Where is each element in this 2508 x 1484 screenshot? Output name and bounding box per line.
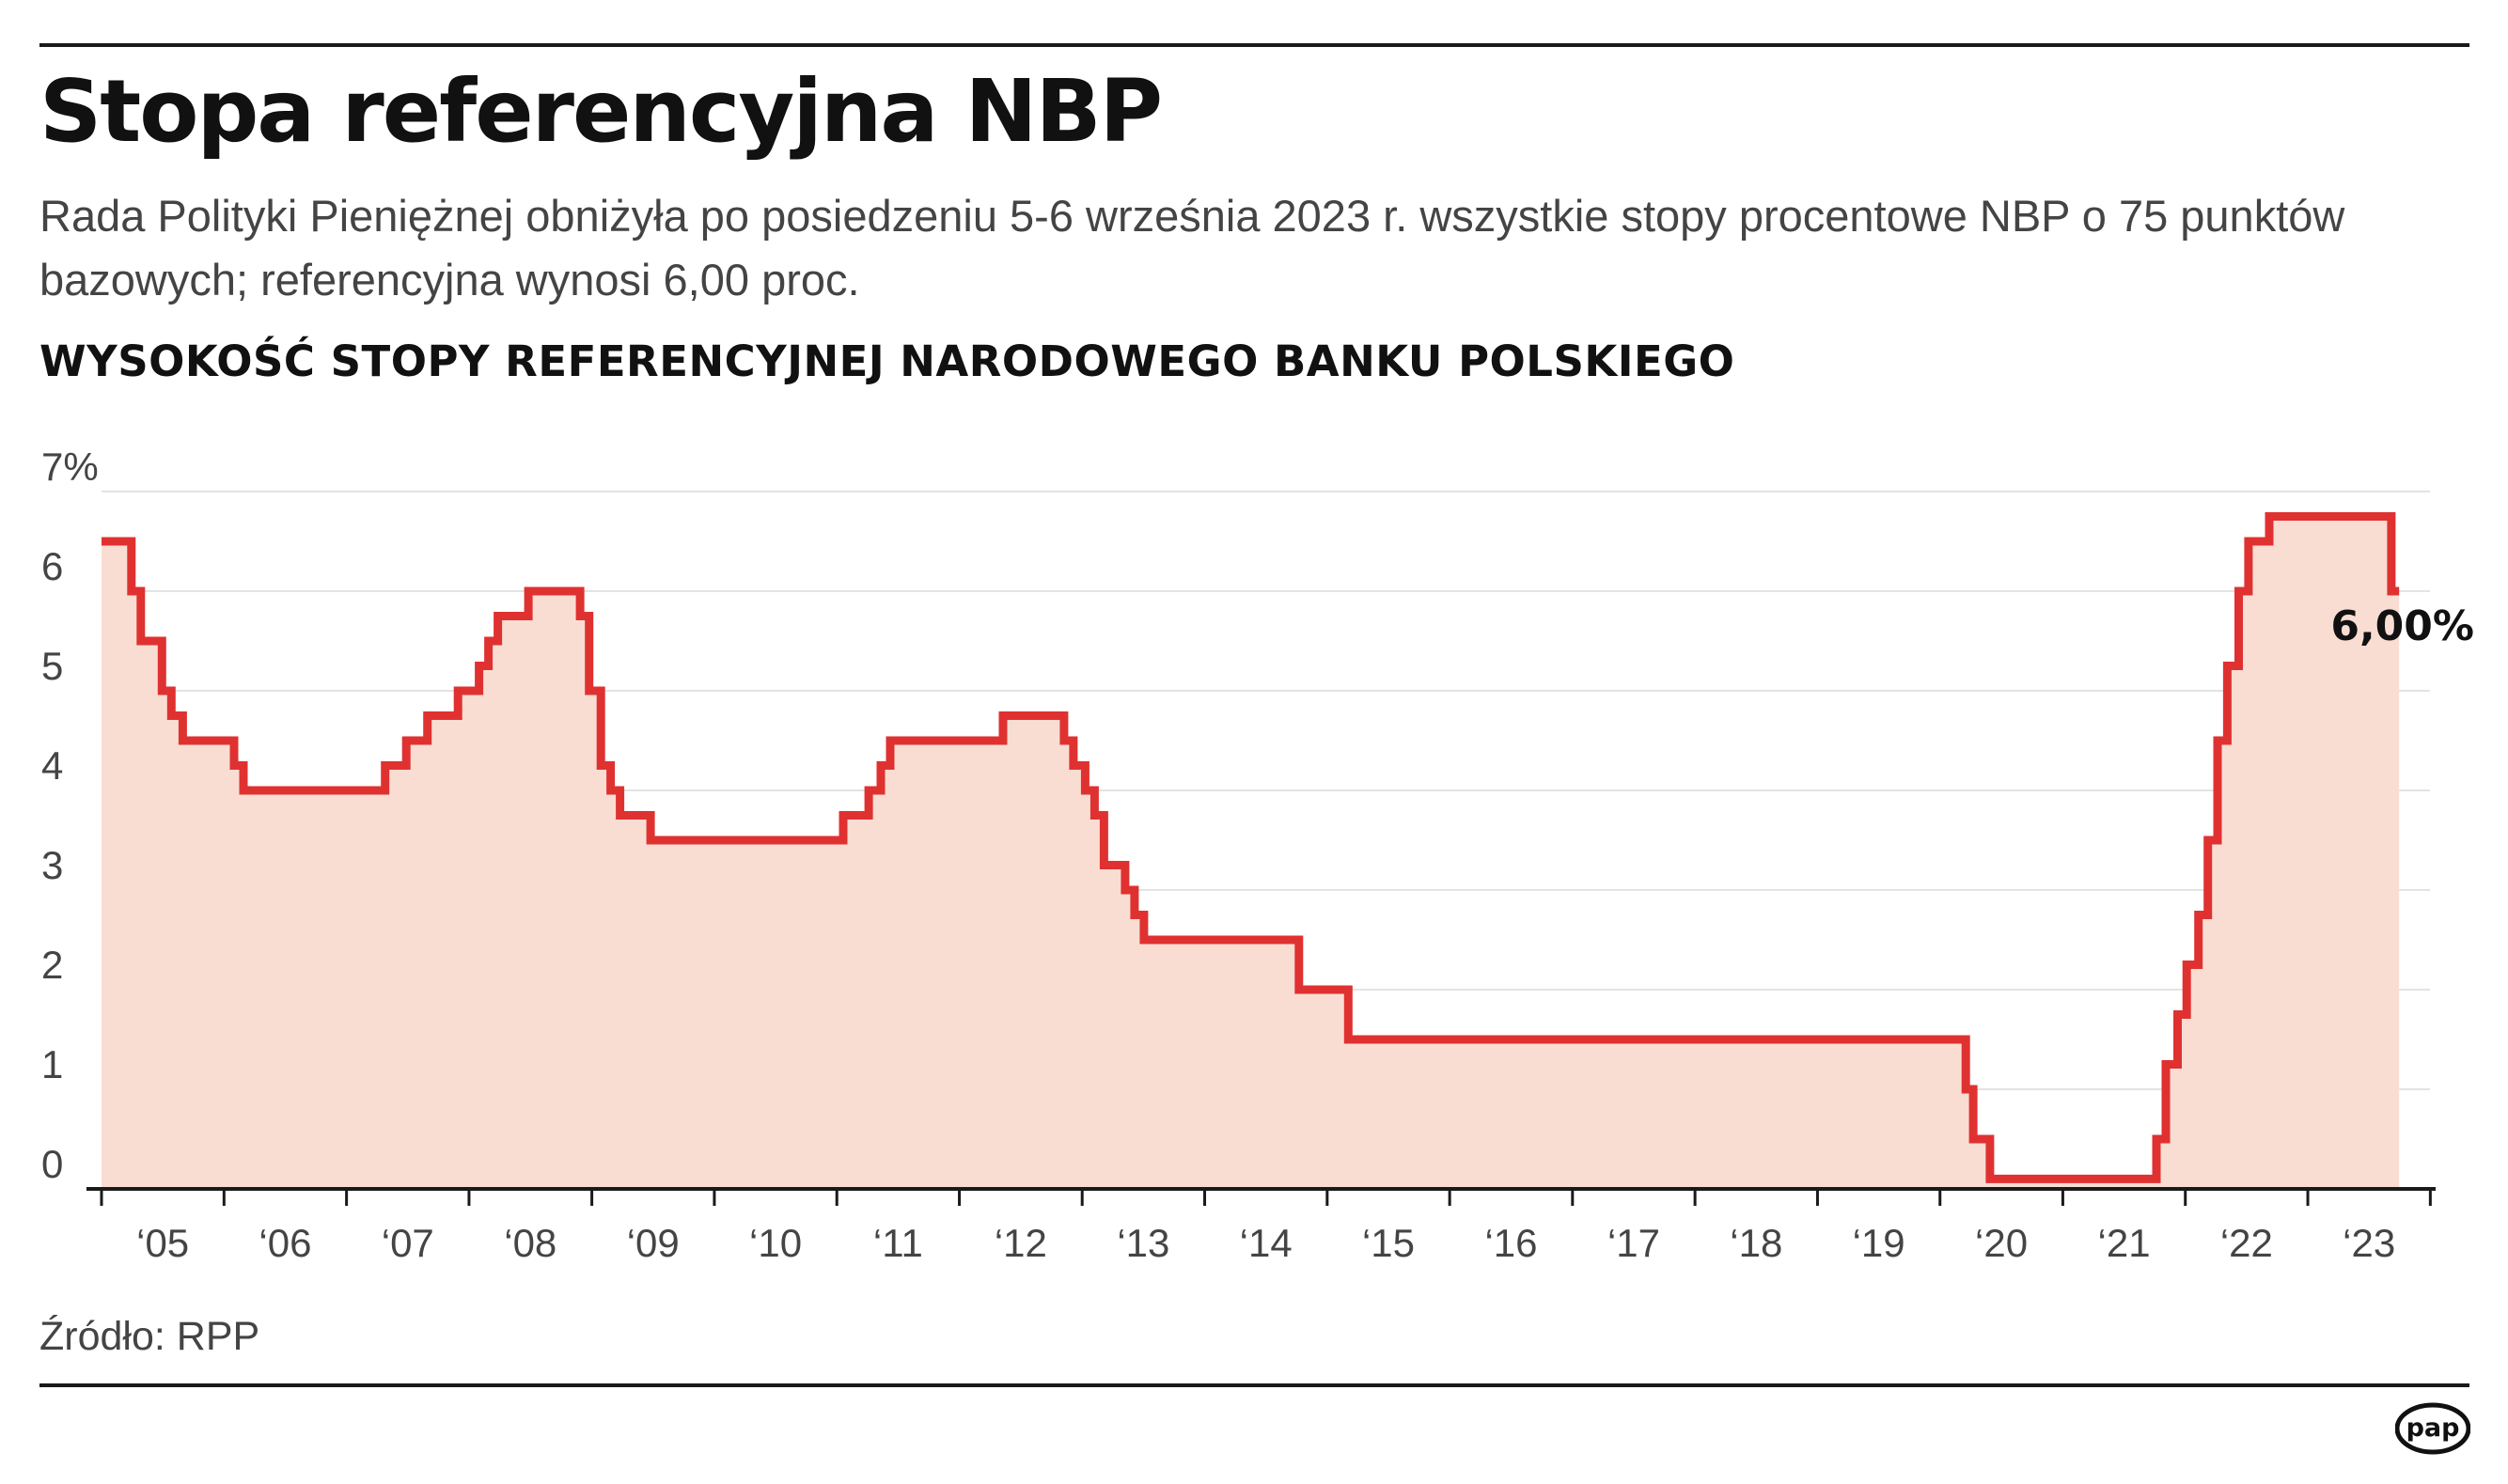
x-tick-label: ‘14: [1240, 1221, 1293, 1265]
x-tick-label: ‘16: [1484, 1221, 1537, 1265]
x-axis-labels: ‘05 ‘06 ‘07 ‘08 ‘09 ‘10 ‘11 ‘12 ‘13 ‘14 ‘15 ‘16 ‘17 ‘…: [136, 1221, 2395, 1265]
series-line-path: [102, 512, 2400, 1183]
annotations: 6,00%: [2330, 602, 2474, 650]
x-tick-label: ‘17: [1607, 1221, 1660, 1265]
y-tick-label: 4: [41, 743, 63, 788]
source-note: Źródło: RPP: [39, 1314, 260, 1359]
y-axis-labels: 0 1 2 3 4 5 6 7%: [41, 445, 99, 1186]
pap-logo: pap: [2395, 1402, 2470, 1455]
y-tick-label: 3: [41, 843, 63, 887]
series-line: [102, 512, 2400, 1183]
x-tick-label: ‘11: [873, 1221, 923, 1265]
pap-logo-text: pap: [2406, 1414, 2460, 1443]
y-tick-label: 2: [41, 943, 63, 987]
y-tick-label: 5: [41, 644, 63, 688]
x-tick-label: ‘05: [136, 1221, 189, 1265]
end-value-label: 6,00%: [2330, 602, 2474, 650]
x-tick-label: ‘20: [1975, 1221, 2028, 1265]
area-fill-path: [102, 516, 2400, 1189]
x-tick-label: ‘21: [2098, 1221, 2151, 1265]
top-rule: [39, 43, 2469, 47]
x-tick-label: ‘13: [1117, 1221, 1169, 1265]
x-tick-label: ‘19: [1853, 1221, 1905, 1265]
x-tick-label: ‘08: [504, 1221, 556, 1265]
x-tick-label: ‘18: [1730, 1221, 1782, 1265]
y-tick-label: 1: [41, 1042, 63, 1086]
page-subtitle: Rada Polityki Pieniężnej obniżyła po pos…: [39, 191, 2345, 305]
y-tick-label: 0: [41, 1142, 63, 1186]
y-tick-label: 7%: [41, 445, 99, 489]
x-tick-label: ‘15: [1362, 1221, 1415, 1265]
reference-rate-chart: 0 1 2 3 4 5 6 7% ‘05 ‘06 ‘07 ‘08 ‘09 ‘10 ‘11 ‘12 ‘13 ‘14…: [41, 445, 2474, 1265]
area-fill: [102, 516, 2400, 1189]
x-axis: [86, 1187, 2436, 1206]
x-tick-label: ‘12: [995, 1221, 1047, 1265]
x-tick-label: ‘23: [2343, 1221, 2395, 1265]
y-tick-label: 6: [41, 544, 63, 588]
x-tick-label: ‘07: [382, 1221, 434, 1265]
chart-heading: WYSOKOŚĆ STOPY REFERENCYJNEJ NARODOWEGO …: [39, 336, 1735, 386]
bottom-rule: [39, 1383, 2469, 1387]
x-tick-label: ‘06: [259, 1221, 311, 1265]
page-title: Stopa referencyjna NBP: [39, 61, 1163, 162]
x-tick-label: ‘22: [2220, 1221, 2273, 1265]
x-tick-label: ‘09: [627, 1221, 680, 1265]
x-tick-label: ‘10: [749, 1221, 802, 1265]
